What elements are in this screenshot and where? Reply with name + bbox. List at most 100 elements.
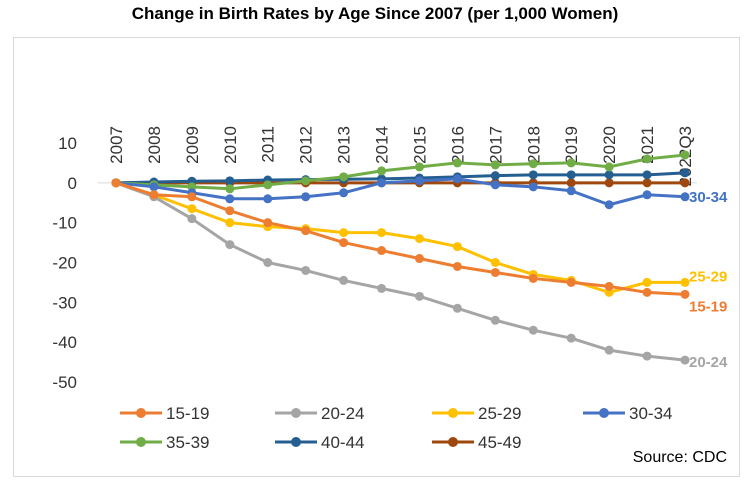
legend-label: 25-29 (478, 404, 521, 423)
chart-title: Change in Birth Rates by Age Since 2007 … (131, 4, 619, 23)
data-point (339, 172, 349, 182)
y-tick-label: -50 (52, 373, 77, 392)
data-point (528, 159, 538, 169)
data-point (263, 180, 273, 190)
data-point (490, 171, 500, 181)
series-line-15-19 (115, 181, 686, 296)
data-point (263, 218, 273, 228)
series-line-35-39 (115, 153, 686, 191)
data-point (642, 287, 652, 297)
data-point (490, 258, 500, 267)
data-point (414, 162, 424, 172)
x-tick-label: 2010 (221, 126, 240, 164)
series-line-30-34 (115, 177, 686, 207)
data-point (187, 192, 197, 202)
data-point (225, 194, 235, 204)
series-end-label: 20-24 (689, 354, 728, 371)
x-tick-label: 2008 (145, 126, 164, 164)
legend-marker (291, 408, 301, 418)
y-tick-label: -40 (52, 333, 77, 352)
data-point (225, 176, 235, 186)
data-point (377, 166, 387, 176)
data-point (225, 184, 235, 194)
data-point (490, 180, 500, 190)
legend-marker (599, 408, 609, 418)
data-point (225, 218, 235, 228)
data-point (642, 190, 652, 200)
data-point (642, 277, 652, 287)
legend-label: 20-24 (321, 404, 364, 423)
data-point (301, 265, 311, 275)
legend-label: 15-19 (166, 404, 209, 423)
data-point (414, 291, 424, 301)
x-tick-label: 2007 (107, 126, 126, 164)
data-point (528, 170, 538, 180)
data-point (225, 240, 235, 250)
data-point (301, 192, 311, 202)
data-point (566, 178, 576, 188)
data-point (566, 277, 576, 287)
x-tick-label: 2009 (183, 126, 202, 164)
data-point (528, 273, 538, 283)
data-point (490, 267, 500, 277)
data-point (187, 204, 197, 214)
x-tick-label: 2021 (638, 126, 657, 164)
x-tick-label: 2018 (524, 126, 543, 164)
data-point (490, 160, 500, 170)
data-point (642, 170, 652, 180)
data-point (680, 150, 690, 160)
x-tick-label: 2012 (297, 126, 316, 164)
data-point (604, 345, 614, 355)
data-point (452, 158, 462, 168)
series-line-40-44 (115, 171, 686, 185)
data-point (680, 168, 690, 178)
legend-marker (448, 437, 458, 447)
data-point (604, 200, 614, 210)
data-point (680, 277, 690, 287)
data-point (301, 226, 311, 236)
legend-label: 35-39 (166, 433, 209, 452)
legend-label: 40-44 (321, 433, 364, 452)
data-point (149, 190, 159, 200)
legend-label: 30-34 (629, 404, 672, 423)
data-point (680, 289, 690, 299)
data-point (528, 182, 538, 192)
data-point (680, 192, 690, 202)
data-point (680, 355, 690, 365)
legend-label: 45-49 (478, 433, 521, 452)
x-tick-label: 2017 (486, 126, 505, 164)
legend-marker (136, 408, 146, 418)
data-point (642, 154, 652, 164)
data-point (604, 178, 614, 188)
data-point (339, 275, 349, 285)
legend-marker (136, 437, 146, 447)
data-point (566, 158, 576, 168)
x-tick-label: 2020 (600, 126, 619, 164)
y-tick-label: -20 (52, 254, 77, 273)
data-point (604, 170, 614, 180)
series-end-label: 25-29 (689, 268, 727, 285)
legend-marker (291, 437, 301, 447)
x-tick-label: 2019 (562, 126, 581, 164)
series-line-25-29 (115, 181, 685, 294)
data-point (528, 325, 538, 335)
chart-frame (13, 37, 740, 477)
y-tick-label: 0 (68, 174, 77, 193)
data-point (414, 176, 424, 186)
data-point (604, 162, 614, 172)
data-point (490, 315, 500, 325)
x-tick-label: 2013 (335, 126, 354, 164)
data-point (414, 254, 424, 264)
data-point (452, 174, 462, 184)
data-point (452, 261, 462, 271)
data-point (680, 178, 690, 188)
data-point (301, 176, 311, 186)
series-end-label: 30-34 (689, 189, 728, 206)
data-point (642, 178, 652, 188)
data-point (339, 228, 349, 238)
data-point (377, 283, 387, 293)
legend-marker (448, 408, 458, 418)
data-point (263, 258, 273, 267)
data-point (566, 186, 576, 196)
